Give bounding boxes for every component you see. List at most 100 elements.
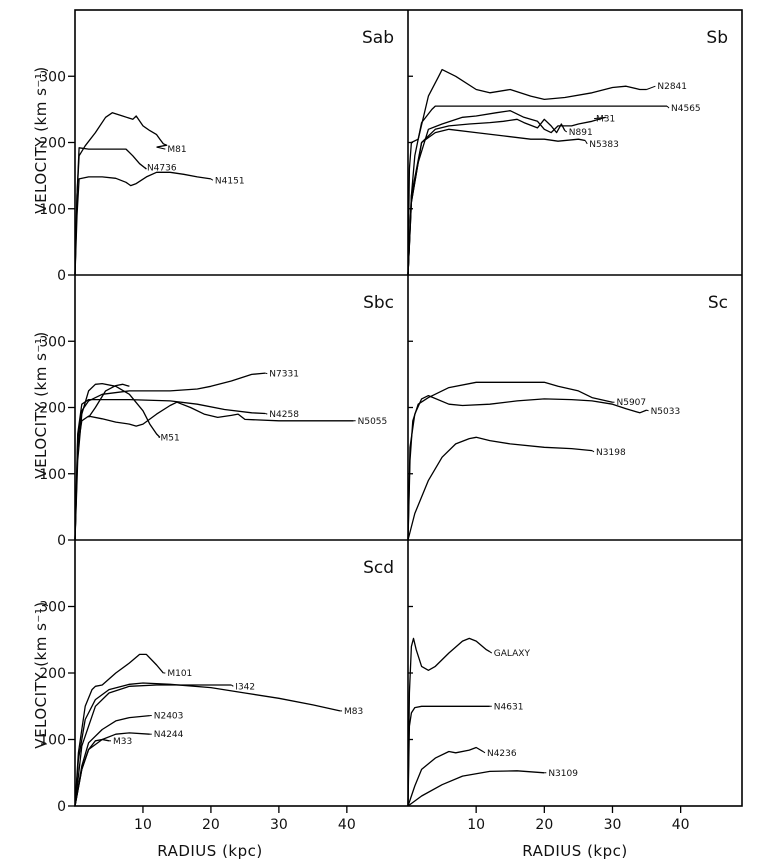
y-axis-ticks: 0 100 200 300 0 100 200 300 0 100 200 300 <box>39 69 413 815</box>
leader-n2841 <box>646 85 656 90</box>
x-tick-label: 40 <box>672 817 690 833</box>
curve-n2841 <box>407 68 647 276</box>
curve-label-n5907: N5907 <box>616 398 646 408</box>
y-tick-label: 100 <box>39 733 66 749</box>
x-tick-label: 20 <box>202 817 220 833</box>
panel-title: Sb <box>706 28 728 48</box>
y-axis-title-row3: VELOCITY (km s⁻¹) <box>32 601 50 748</box>
leader-galaxy <box>489 651 493 654</box>
y-tick-label: 100 <box>39 467 66 483</box>
curve-n3109 <box>407 770 545 807</box>
y-tick-label: 200 <box>39 401 66 417</box>
curve-label-galaxy: GALAXY <box>494 649 531 659</box>
curve-label-n5033: N5033 <box>651 407 681 417</box>
curve-n4236 <box>407 746 484 807</box>
x-axis-title-left: RADIUS (kpc) <box>157 842 262 860</box>
leader-n4565 <box>666 105 670 109</box>
leader-n4151 <box>210 178 214 181</box>
curve-label-m31: M31 <box>596 115 615 125</box>
x-axis-ticks: 10 20 30 40 10 20 30 40 <box>134 806 690 833</box>
y-tick-label: 300 <box>39 334 66 350</box>
y-tick-label: 200 <box>39 666 66 682</box>
panel-title: Scd <box>363 558 394 578</box>
curve-label-m33: M33 <box>113 737 132 747</box>
curve-m31 <box>407 110 606 276</box>
curve-label-n4736: N4736 <box>147 164 177 174</box>
curve-label-n891: N891 <box>569 128 593 138</box>
panel-sbc: Sbc N7331 N4258 N5055 M51 <box>74 293 394 541</box>
curve-n4631 <box>407 705 490 807</box>
curve-label-n4631: N4631 <box>494 702 524 712</box>
x-tick-label: 30 <box>604 817 622 833</box>
panel-other: GALAXY N4631 N4236 N3109 <box>407 637 578 807</box>
y-tick-label: 0 <box>57 799 66 815</box>
curve-label-n4236: N4236 <box>487 749 517 759</box>
leader-n3198 <box>591 450 595 453</box>
curve-label-n4244: N4244 <box>154 730 184 740</box>
leader-n7331 <box>265 372 268 375</box>
y-tick-label: 100 <box>39 202 66 218</box>
panel-scd: Scd M101 I342 M83 N2403 N4244 M33 <box>74 558 394 807</box>
curve-label-n4258: N4258 <box>269 410 299 420</box>
y-axis-title-row2: VELOCITY (km s⁻¹) <box>32 331 50 478</box>
leader-n5033 <box>646 409 649 412</box>
curve-label-n2841: N2841 <box>657 82 687 92</box>
curve-m81 <box>74 112 168 276</box>
y-tick-label: 0 <box>57 533 66 549</box>
leader-n4258 <box>265 412 268 415</box>
x-axis-title-right: RADIUS (kpc) <box>522 842 627 860</box>
curve-n891 <box>407 118 566 276</box>
curve-n4151 <box>74 171 211 276</box>
curve-label-m81: M81 <box>167 145 186 155</box>
y-tick-label: 300 <box>39 600 66 616</box>
curve-galaxy <box>407 637 491 807</box>
curve-m101 <box>74 653 164 807</box>
curve-n2403 <box>74 714 150 807</box>
curve-n4258 <box>74 398 266 541</box>
curve-m51-inner <box>88 383 130 418</box>
leader-n4236 <box>482 751 486 754</box>
x-tick-label: 20 <box>535 817 553 833</box>
curve-n4736 <box>74 147 147 276</box>
curve-m51 <box>74 382 161 541</box>
curve-label-n3109: N3109 <box>548 769 578 779</box>
curve-label-i342: I342 <box>235 682 255 692</box>
curve-m33 <box>74 738 110 807</box>
curve-label-n2403: N2403 <box>154 712 184 722</box>
curve-n3198 <box>407 436 593 541</box>
curve-label-n4565: N4565 <box>671 104 701 114</box>
leader-m31 <box>593 116 606 120</box>
leader-i342 <box>231 684 234 687</box>
curve-label-n3198: N3198 <box>596 448 626 458</box>
curve-label-n5055: N5055 <box>358 417 388 427</box>
curve-n5033 <box>407 394 647 541</box>
y-tick-label: 0 <box>57 268 66 284</box>
curve-label-m83: M83 <box>344 707 363 717</box>
panel-sc: Sc N5907 N5033 N3198 <box>407 293 728 541</box>
x-tick-label: 30 <box>270 817 288 833</box>
x-tick-label: 40 <box>338 817 356 833</box>
x-tick-label: 10 <box>467 817 485 833</box>
y-axis-title-row1: VELOCITY (km s⁻¹) <box>32 66 50 213</box>
panel-title: Sab <box>362 28 394 48</box>
curve-label-n4151: N4151 <box>215 176 245 186</box>
curve-n5055 <box>74 401 354 541</box>
y-tick-label: 300 <box>39 69 66 85</box>
leader-n891 <box>564 130 568 133</box>
curve-n7331 <box>74 372 266 541</box>
leader-n5383 <box>584 140 588 145</box>
leader-m81 <box>156 146 166 150</box>
panel-title: Sbc <box>363 293 394 313</box>
x-tick-label: 10 <box>134 817 152 833</box>
curve-label-m101: M101 <box>167 669 192 679</box>
curve-label-m51: M51 <box>161 433 180 443</box>
curve-label-n5383: N5383 <box>589 140 619 150</box>
curve-n4565 <box>407 105 667 276</box>
panel-sab: Sab M81 N4736 N4151 <box>74 28 394 276</box>
curve-m83 <box>74 682 341 807</box>
leader-n4736 <box>144 167 147 170</box>
curve-n5907 <box>407 381 613 541</box>
